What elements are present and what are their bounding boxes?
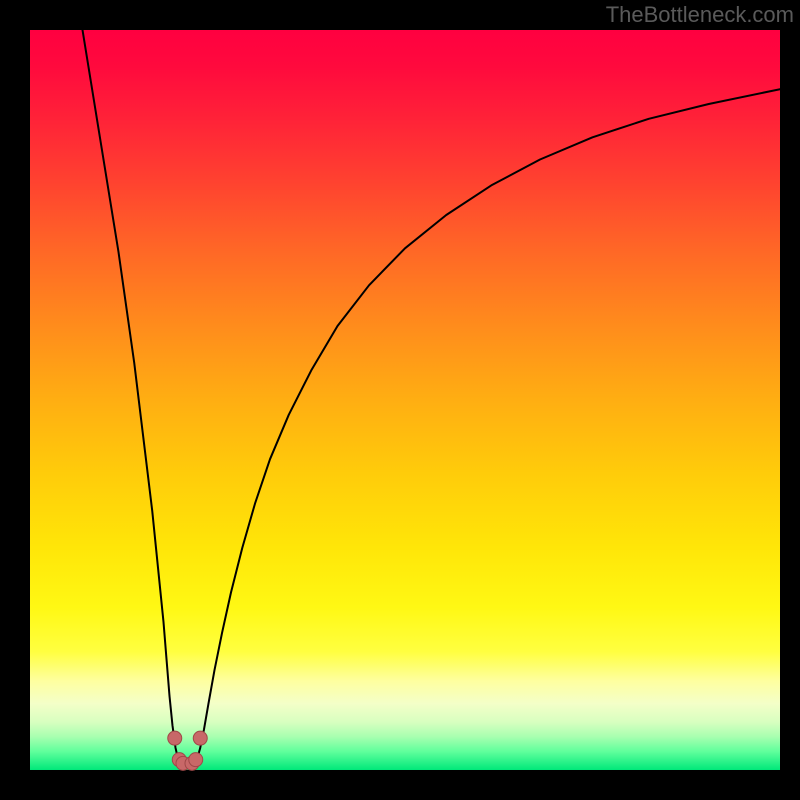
min-marker-5 — [193, 731, 207, 745]
bottleneck-curve-chart — [0, 0, 800, 800]
watermark-text: TheBottleneck.com — [606, 2, 794, 28]
min-marker-0 — [168, 731, 182, 745]
plot-background — [30, 30, 780, 770]
chart-container: { "watermark": { "text": "TheBottleneck.… — [0, 0, 800, 800]
min-marker-4 — [189, 753, 203, 767]
